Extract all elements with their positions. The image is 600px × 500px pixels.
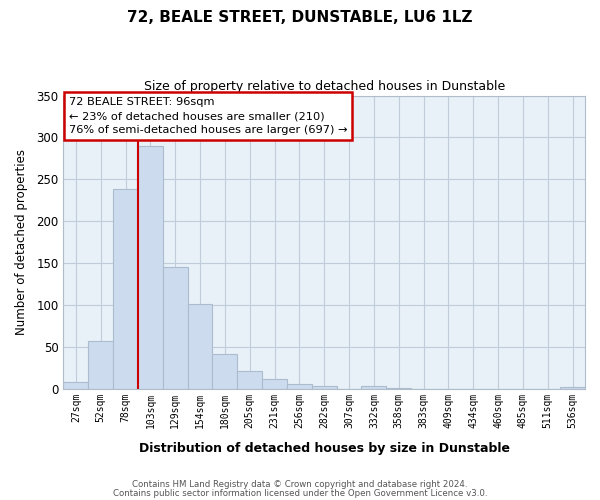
Bar: [312, 386, 337, 388]
Bar: [138, 146, 163, 388]
Y-axis label: Number of detached properties: Number of detached properties: [15, 149, 28, 335]
Bar: [212, 354, 237, 388]
Bar: [361, 386, 386, 388]
Bar: [560, 387, 585, 388]
Bar: [237, 371, 262, 388]
Text: Contains public sector information licensed under the Open Government Licence v3: Contains public sector information licen…: [113, 488, 487, 498]
Bar: [262, 378, 287, 388]
X-axis label: Distribution of detached houses by size in Dunstable: Distribution of detached houses by size …: [139, 442, 510, 455]
Bar: [163, 268, 188, 388]
Bar: [188, 304, 212, 388]
Text: 72 BEALE STREET: 96sqm
← 23% of detached houses are smaller (210)
76% of semi-de: 72 BEALE STREET: 96sqm ← 23% of detached…: [68, 97, 347, 135]
Bar: [64, 382, 88, 388]
Title: Size of property relative to detached houses in Dunstable: Size of property relative to detached ho…: [143, 80, 505, 93]
Text: 72, BEALE STREET, DUNSTABLE, LU6 1LZ: 72, BEALE STREET, DUNSTABLE, LU6 1LZ: [127, 10, 473, 25]
Text: Contains HM Land Registry data © Crown copyright and database right 2024.: Contains HM Land Registry data © Crown c…: [132, 480, 468, 489]
Bar: [113, 190, 138, 388]
Bar: [88, 341, 113, 388]
Bar: [287, 384, 312, 388]
